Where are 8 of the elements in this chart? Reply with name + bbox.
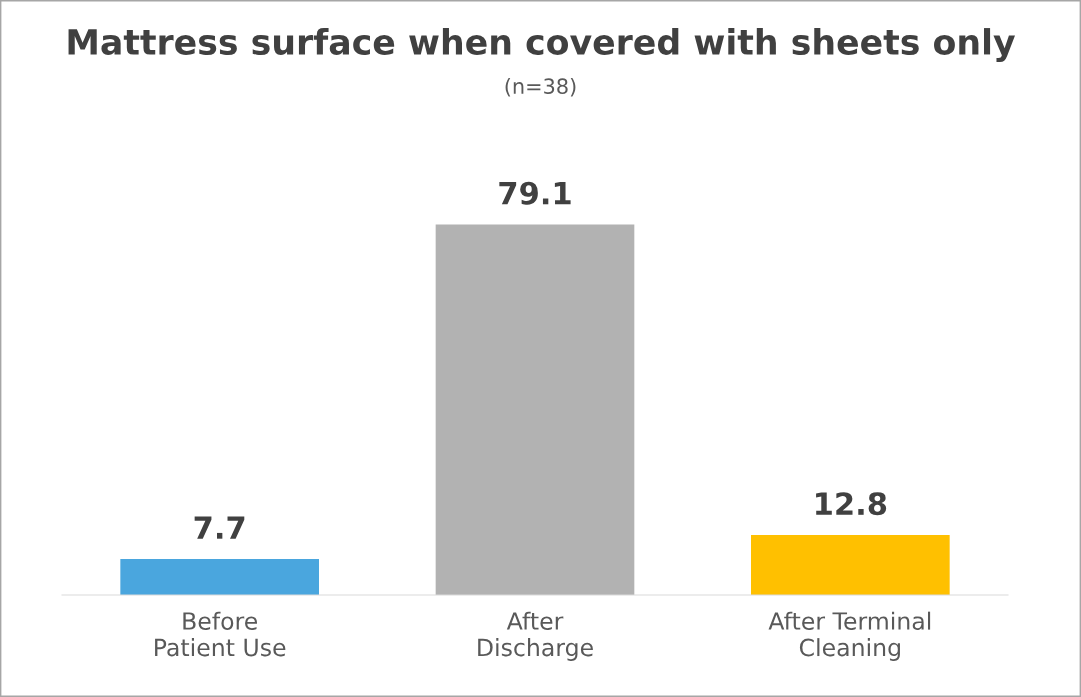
data-label: 7.7 [194, 516, 245, 539]
chart-subtitle: (n=38) [505, 77, 576, 97]
x-tick-label: After Terminal Cleaning [768, 611, 931, 661]
x-tick-label: After Discharge [478, 611, 593, 661]
chart-title: Mattress surface when covered with sheets only [68, 28, 1016, 62]
data-label: 12.8 [816, 492, 887, 516]
data-label: 79.1 [499, 181, 571, 205]
x-tick-label: Before Patient Use [155, 611, 286, 657]
